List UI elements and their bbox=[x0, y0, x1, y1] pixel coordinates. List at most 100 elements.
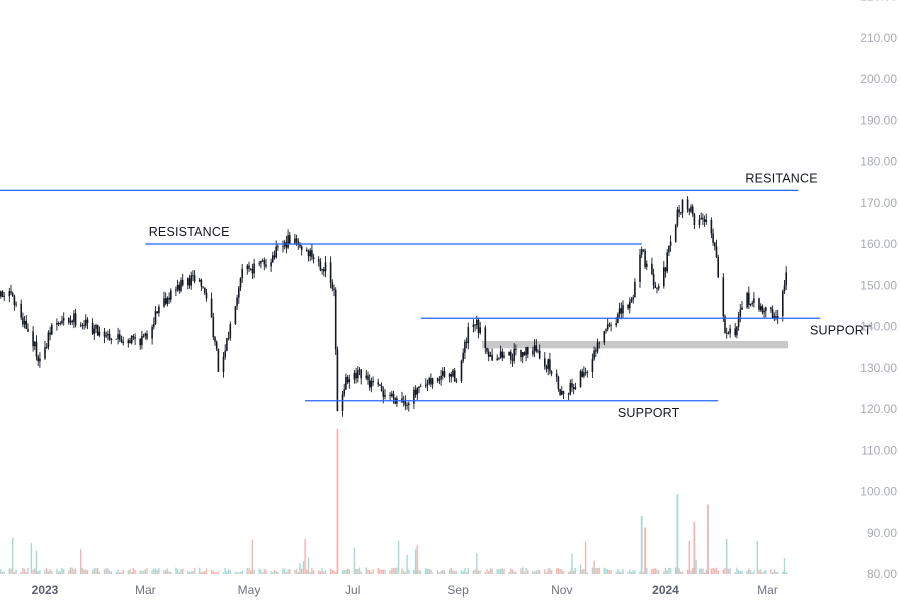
candle-body bbox=[368, 380, 371, 388]
volume-bar bbox=[275, 571, 277, 574]
candlestick bbox=[538, 344, 541, 360]
volume-bar bbox=[406, 554, 408, 574]
candle-body bbox=[251, 268, 254, 274]
volume-bar bbox=[270, 570, 272, 574]
volume-bar bbox=[610, 569, 612, 574]
volume-bar bbox=[153, 568, 155, 574]
candle-body bbox=[663, 267, 665, 287]
candle-body bbox=[761, 306, 764, 313]
candle-body bbox=[57, 322, 60, 325]
volume-bar bbox=[241, 570, 243, 574]
candlestick bbox=[122, 336, 124, 346]
candle-body bbox=[442, 371, 444, 376]
candle-body bbox=[32, 331, 34, 347]
candle-body bbox=[365, 375, 368, 379]
volume-bar bbox=[216, 572, 218, 574]
candlestick bbox=[727, 331, 730, 335]
y-tick-label: 140.00 bbox=[860, 320, 897, 334]
candle-body bbox=[265, 264, 267, 267]
volume-bar bbox=[642, 572, 645, 574]
volume-bar bbox=[561, 569, 563, 574]
candlestick bbox=[453, 367, 456, 383]
x-tick-label: Sep bbox=[447, 583, 469, 597]
candlestick bbox=[299, 242, 301, 249]
volume-bar bbox=[212, 570, 214, 574]
candlestick bbox=[163, 291, 165, 308]
candle-body bbox=[727, 332, 730, 334]
candle-body bbox=[698, 219, 701, 226]
candle-body bbox=[287, 235, 289, 248]
candlestick bbox=[234, 305, 237, 325]
candle-body bbox=[141, 336, 143, 346]
volume-bar bbox=[348, 569, 350, 574]
volume-bar bbox=[739, 571, 741, 574]
volume-bar bbox=[13, 572, 16, 574]
volume-bar bbox=[199, 567, 201, 574]
volume-bar bbox=[430, 569, 432, 574]
candlestick bbox=[323, 266, 325, 277]
volume-bar bbox=[431, 572, 434, 574]
candlestick bbox=[710, 217, 713, 239]
volume-bar bbox=[367, 569, 369, 574]
volume-bar bbox=[32, 569, 34, 574]
candle-body bbox=[603, 331, 606, 343]
volume-bar bbox=[46, 567, 48, 574]
volume-bar bbox=[617, 568, 619, 574]
volume-bar bbox=[20, 571, 22, 574]
volume-bar bbox=[581, 569, 583, 574]
volume-bar bbox=[452, 570, 454, 574]
candle-body bbox=[166, 297, 169, 304]
candlestick bbox=[275, 240, 277, 259]
candlestick bbox=[515, 344, 517, 356]
candle-body bbox=[569, 383, 572, 395]
volume-bar bbox=[632, 570, 634, 574]
volume-bar bbox=[702, 568, 704, 574]
candlestick bbox=[419, 383, 422, 388]
candlestick bbox=[584, 367, 587, 376]
volume-bar bbox=[717, 570, 719, 574]
candlestick bbox=[491, 348, 493, 362]
candle-body bbox=[272, 255, 274, 263]
candle-body bbox=[714, 242, 716, 247]
volume-bar bbox=[226, 571, 228, 574]
candle-body bbox=[49, 332, 51, 335]
volume-bar bbox=[81, 568, 84, 574]
y-tick-label: 190.00 bbox=[860, 113, 897, 127]
volume-bar bbox=[119, 572, 121, 574]
volume-spike bbox=[640, 516, 643, 574]
candlestick bbox=[49, 326, 51, 341]
volume-bar bbox=[443, 570, 446, 574]
volume-bar bbox=[8, 568, 10, 574]
candle-body bbox=[486, 347, 488, 352]
candlestick bbox=[761, 304, 764, 315]
volume-bar bbox=[51, 570, 53, 574]
candle-body bbox=[367, 375, 369, 381]
candle-body bbox=[270, 262, 272, 267]
candlestick bbox=[139, 338, 141, 350]
candle-body bbox=[746, 292, 748, 308]
candle-body bbox=[39, 358, 41, 362]
volume-bar bbox=[12, 537, 14, 574]
volume-bar bbox=[0, 569, 2, 574]
volume-bar bbox=[115, 571, 118, 574]
candle-body bbox=[520, 349, 522, 358]
volume-bar bbox=[151, 570, 153, 574]
candlestick bbox=[484, 325, 487, 354]
zones bbox=[481, 340, 788, 349]
volume-bar bbox=[146, 567, 148, 574]
candlestick bbox=[734, 323, 736, 338]
candlestick bbox=[188, 274, 191, 289]
volume-bar bbox=[10, 568, 12, 574]
candlestick bbox=[627, 303, 629, 311]
volume-bar bbox=[44, 569, 46, 574]
volume-bar bbox=[394, 567, 396, 574]
candle-body bbox=[61, 320, 63, 324]
candlestick bbox=[436, 377, 439, 384]
candle-body bbox=[430, 378, 432, 385]
candlestick bbox=[368, 374, 371, 391]
candlestick bbox=[550, 370, 553, 377]
volume-bar bbox=[71, 567, 73, 574]
candle-body bbox=[130, 336, 133, 344]
candlestick bbox=[496, 354, 498, 361]
volume-bar bbox=[3, 571, 5, 574]
